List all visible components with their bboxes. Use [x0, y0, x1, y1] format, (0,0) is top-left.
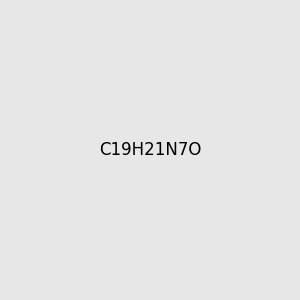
Text: C19H21N7O: C19H21N7O [99, 141, 201, 159]
